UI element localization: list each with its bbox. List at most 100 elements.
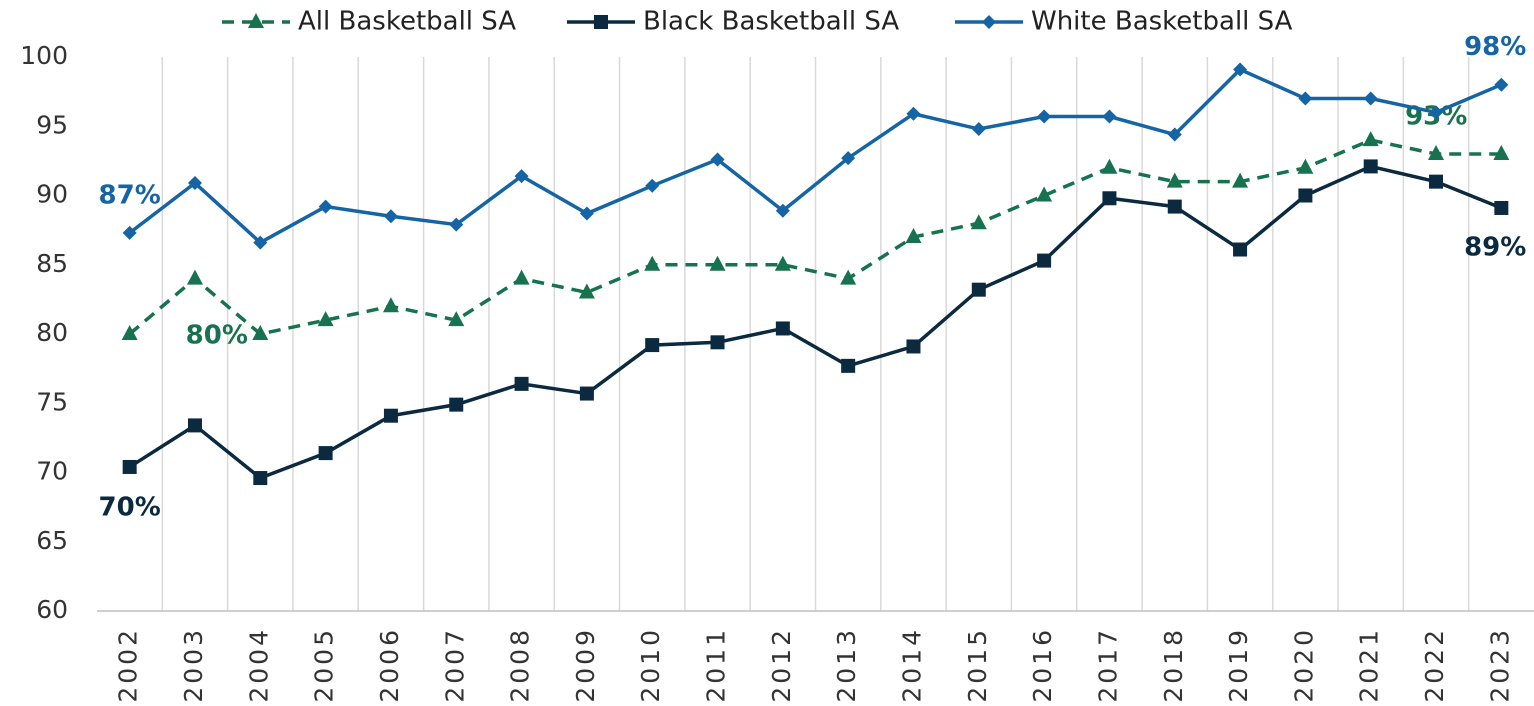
marker — [121, 325, 138, 340]
marker — [906, 339, 921, 354]
y-tick-label: 70 — [36, 457, 68, 486]
data-label: 89% — [1464, 232, 1526, 262]
marker — [122, 225, 137, 240]
marker — [971, 282, 986, 297]
x-tick-label: 2008 — [506, 627, 535, 703]
marker — [1298, 188, 1313, 203]
series-line — [128, 164, 1502, 481]
x-tick-label: 2003 — [179, 627, 208, 703]
marker — [1429, 174, 1444, 189]
y-tick-label: 100 — [20, 41, 68, 70]
marker — [710, 152, 725, 167]
data-label: 80% — [186, 321, 248, 351]
x-tick-label: 2017 — [1093, 627, 1122, 703]
x-tick-label: 2018 — [1159, 627, 1188, 703]
marker — [578, 283, 595, 299]
marker — [1232, 172, 1249, 188]
series-line — [128, 138, 1502, 336]
marker — [905, 228, 922, 244]
marker — [970, 214, 987, 230]
x-tick-label: 2022 — [1420, 627, 1449, 703]
marker — [774, 255, 791, 271]
y-tick-label: 85 — [36, 249, 68, 278]
legend-label: Black Basketball SA — [643, 7, 899, 37]
marker — [253, 471, 268, 486]
x-tick-label: 2019 — [1224, 627, 1253, 703]
marker — [710, 335, 725, 350]
marker — [906, 106, 921, 121]
legend-label: White Basketball SA — [1031, 7, 1293, 37]
marker — [187, 418, 202, 433]
marker — [1167, 127, 1182, 142]
y-tick-label: 90 — [36, 180, 68, 209]
x-tick-label: 2002 — [114, 627, 143, 703]
marker — [449, 217, 464, 232]
marker — [1429, 105, 1444, 120]
marker — [449, 397, 464, 412]
x-tick-label: 2004 — [244, 627, 273, 703]
x-tick-label: 2016 — [1028, 627, 1057, 703]
y-tick-label: 60 — [36, 595, 68, 624]
marker — [1233, 242, 1248, 257]
marker — [1166, 172, 1183, 188]
marker — [775, 321, 790, 336]
marker — [1101, 158, 1118, 174]
marker — [513, 269, 530, 285]
marker — [841, 151, 856, 166]
marker — [1102, 191, 1117, 206]
x-tick-label: 2007 — [440, 627, 469, 703]
x-tick-label: 2006 — [375, 627, 404, 703]
x-tick-label: 2023 — [1485, 627, 1514, 703]
y-tick-label: 75 — [36, 387, 68, 416]
marker — [775, 203, 790, 218]
x-tick-label: 2005 — [310, 627, 339, 703]
marker — [383, 209, 398, 224]
y-tick-label: 95 — [36, 110, 68, 139]
marker — [1428, 144, 1445, 160]
marker — [1363, 91, 1378, 106]
marker — [645, 178, 660, 193]
marker — [971, 122, 986, 137]
marker — [187, 176, 202, 191]
marker — [318, 199, 333, 214]
marker — [514, 376, 529, 391]
series-line — [128, 67, 1503, 245]
x-tick-label: 2014 — [897, 627, 926, 703]
marker — [1167, 199, 1182, 214]
x-tick-label: 2015 — [963, 627, 992, 703]
y-tick-label: 80 — [36, 318, 68, 347]
x-tick-label: 2012 — [767, 627, 796, 703]
marker — [645, 338, 660, 353]
marker — [709, 255, 726, 271]
x-tick-label: 2013 — [832, 627, 861, 703]
marker — [579, 206, 594, 221]
marker — [1362, 131, 1379, 147]
marker — [1494, 77, 1509, 92]
marker — [1493, 144, 1510, 160]
marker — [594, 15, 608, 29]
marker — [448, 311, 465, 327]
marker — [253, 235, 268, 250]
marker — [1036, 186, 1053, 202]
marker — [318, 446, 333, 461]
legend-label: All Basketball SA — [298, 7, 516, 37]
marker — [579, 386, 594, 401]
marker — [317, 311, 334, 327]
x-tick-label: 2020 — [1289, 627, 1318, 703]
data-label: 87% — [99, 180, 161, 210]
marker — [644, 255, 661, 271]
marker — [1037, 253, 1052, 268]
marker — [122, 459, 137, 474]
marker — [1298, 91, 1313, 106]
marker — [982, 15, 996, 29]
marker — [248, 13, 264, 28]
x-tick-label: 2021 — [1355, 627, 1384, 703]
marker — [1494, 200, 1509, 215]
marker — [1363, 159, 1378, 174]
marker — [840, 269, 857, 285]
marker — [1037, 109, 1052, 124]
marker — [1102, 109, 1117, 124]
marker — [1233, 62, 1248, 77]
y-tick-label: 65 — [36, 526, 68, 555]
